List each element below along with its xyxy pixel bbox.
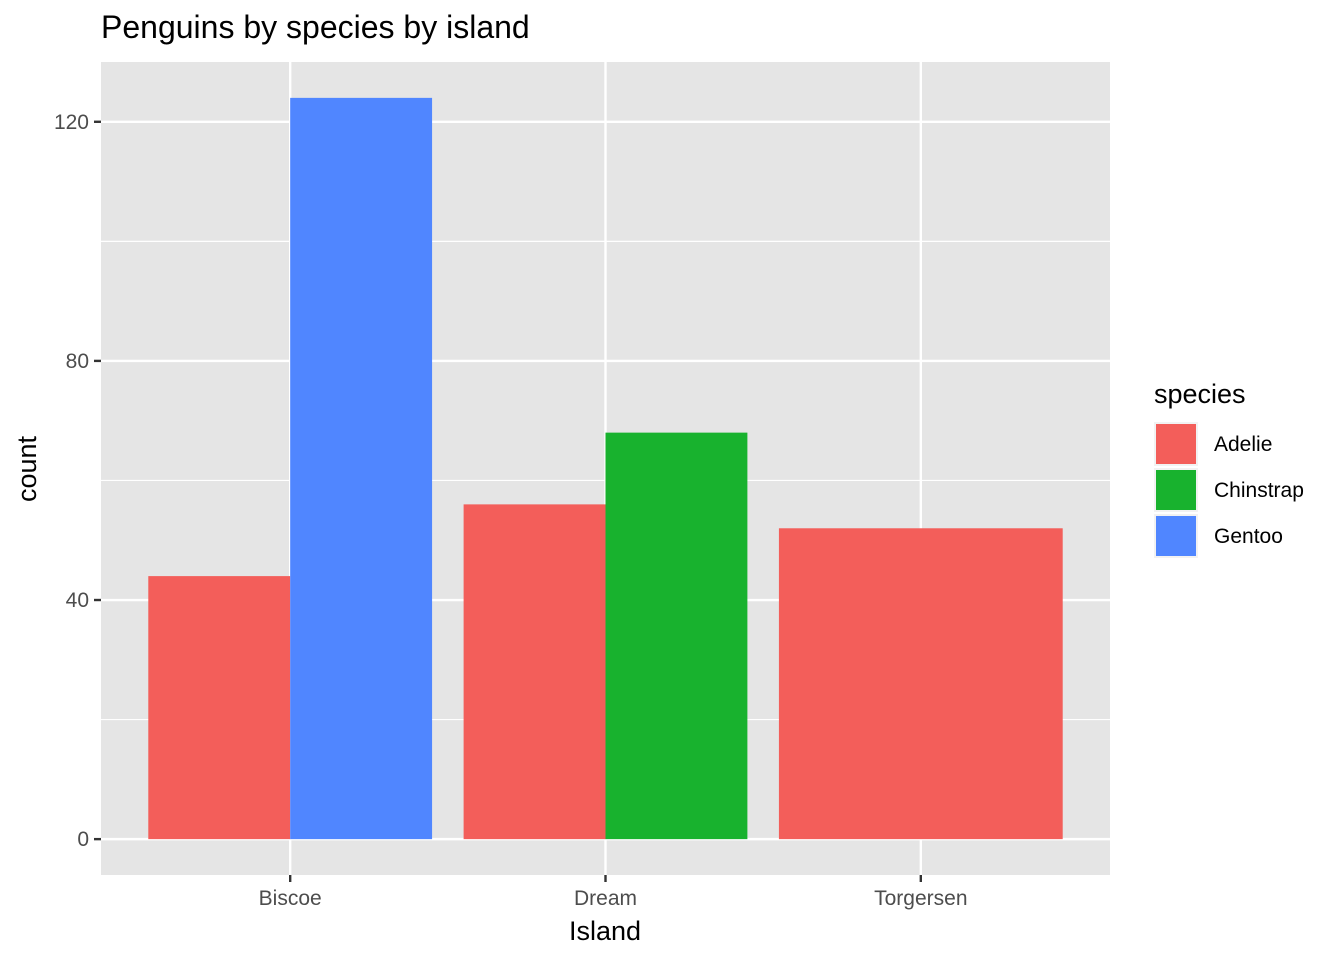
y-tick-label: 120 <box>54 111 89 134</box>
x-tick-label: Dream <box>574 887 637 910</box>
legend-items: Adelie Chinstrap Gentoo <box>1154 422 1304 558</box>
legend-title: species <box>1154 379 1246 409</box>
legend-label-gentoo: Gentoo <box>1214 525 1283 548</box>
legend-swatch-adelie <box>1156 424 1196 464</box>
bar-chinstrap-dream <box>605 432 748 840</box>
y-axis-title: count <box>12 435 42 502</box>
x-tick-label: Torgersen <box>874 887 967 910</box>
y-tick-label: 40 <box>66 589 89 612</box>
chart-title: Penguins by species by island <box>101 9 530 45</box>
bar-adelie-torgersen <box>778 528 1063 840</box>
legend-swatch-chinstrap <box>1156 470 1196 510</box>
y-tick-label: 80 <box>66 350 89 373</box>
bar-adelie-dream <box>463 504 606 840</box>
x-axis-title: Island <box>569 916 641 946</box>
bars <box>148 97 1063 840</box>
x-tick-label: Biscoe <box>259 887 322 910</box>
legend-label-adelie: Adelie <box>1214 433 1272 456</box>
legend-swatch-gentoo <box>1156 516 1196 556</box>
bar-adelie-biscoe <box>148 576 291 840</box>
axes: 0 40 80 120 Biscoe Dream Torgersen <box>54 111 968 910</box>
legend: species Adelie Chinstrap Gentoo <box>1154 379 1304 558</box>
y-tick-label: 0 <box>77 828 89 851</box>
bar-gentoo-biscoe <box>290 97 433 840</box>
legend-label-chinstrap: Chinstrap <box>1214 479 1304 502</box>
